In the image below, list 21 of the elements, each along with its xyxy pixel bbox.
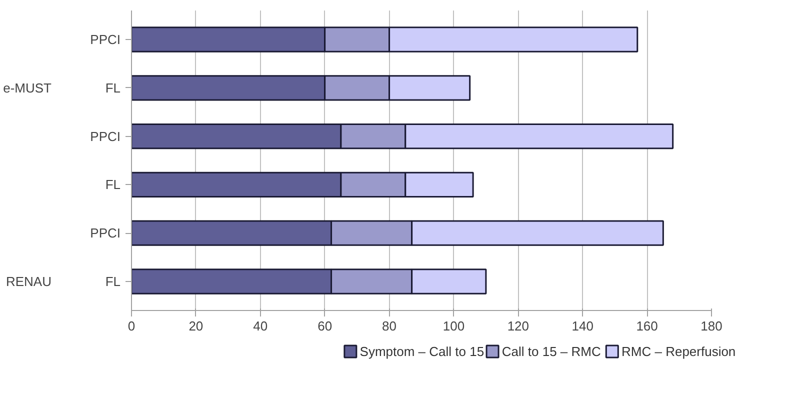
text: RENAU [6,274,52,289]
y-tick-label: FL [105,177,120,192]
x-tick-label: 140 [572,318,594,334]
y-tick-label: PPCI [90,32,120,48]
x-tick-label: 180 [700,318,722,334]
x-tick-label: 120 [507,318,530,334]
x-tick-label: 100 [442,318,465,334]
x-tick-label: 80 [382,318,397,334]
legend-label: RMC – Reperfusion [622,344,736,359]
legend-label: Symptom – Call to 15 [360,344,484,359]
x-tick-label: 40 [253,318,268,334]
x-tick-label: 20 [188,318,204,334]
x-tick-label: 0 [128,318,136,334]
y-tick-label: PPCI [90,226,120,241]
y-tick-label: FL [105,80,120,96]
legend-label: Call to 15 – RMC [502,344,601,359]
y-tick-label: FL [105,274,120,289]
x-tick-label: 160 [636,318,658,334]
text: e-MUST [3,80,52,96]
y-tick-label: PPCI [90,128,120,144]
x-tick-label: 60 [318,318,332,334]
